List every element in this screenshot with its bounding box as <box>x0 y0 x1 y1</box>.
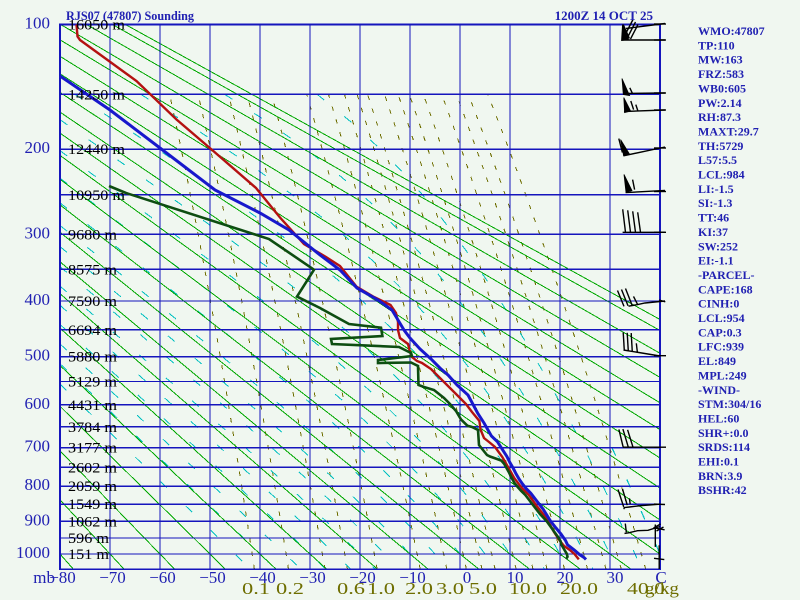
svg-text:BRN:3.9: BRN:3.9 <box>698 469 742 483</box>
svg-text:LCL:954: LCL:954 <box>698 311 745 325</box>
svg-text:PW:2.14: PW:2.14 <box>698 96 742 110</box>
svg-text:1549 m: 1549 m <box>68 497 117 513</box>
svg-text:-PARCEL-: -PARCEL- <box>698 268 754 282</box>
svg-text:200: 200 <box>25 138 51 157</box>
svg-text:MW:163: MW:163 <box>698 53 743 67</box>
svg-text:SRDS:114: SRDS:114 <box>698 440 750 454</box>
svg-text:RH:87.3: RH:87.3 <box>698 110 741 124</box>
svg-text:SHR+:0.0: SHR+:0.0 <box>698 426 749 440</box>
svg-text:−50: −50 <box>199 568 226 587</box>
svg-text:MAXT:29.7: MAXT:29.7 <box>698 124 759 138</box>
svg-text:−20: −20 <box>349 568 376 587</box>
svg-text:16050 m: 16050 m <box>68 18 125 34</box>
svg-text:900: 900 <box>25 510 51 529</box>
svg-text:CINH:0: CINH:0 <box>698 297 739 311</box>
svg-text:−40: −40 <box>249 568 276 587</box>
svg-text:EL:849: EL:849 <box>698 354 736 368</box>
svg-text:EHI:0.1: EHI:0.1 <box>698 455 739 469</box>
svg-text:1200Z 14 OCT 25: 1200Z 14 OCT 25 <box>555 8 654 23</box>
svg-text:20.0: 20.0 <box>560 579 598 598</box>
svg-text:HEL:60: HEL:60 <box>698 411 739 425</box>
svg-text:−10: −10 <box>399 568 426 587</box>
svg-text:-WIND-: -WIND- <box>698 383 740 397</box>
svg-text:MPL:249: MPL:249 <box>698 368 747 382</box>
svg-text:5880 m: 5880 m <box>68 350 117 366</box>
svg-text:0.1: 0.1 <box>242 579 270 598</box>
svg-text:2602 m: 2602 m <box>68 460 117 476</box>
svg-text:700: 700 <box>25 437 51 456</box>
svg-text:30: 30 <box>607 568 624 587</box>
svg-text:RJS07 (47807) Sounding: RJS07 (47807) Sounding <box>66 8 194 23</box>
svg-text:FRZ:583: FRZ:583 <box>698 67 744 81</box>
svg-text:6694 m: 6694 m <box>68 323 117 339</box>
svg-text:40.0: 40.0 <box>627 579 665 598</box>
svg-text:1000: 1000 <box>16 543 50 562</box>
svg-text:g/kg: g/kg <box>645 579 680 598</box>
svg-text:10: 10 <box>507 568 524 587</box>
svg-text:0: 0 <box>463 568 472 587</box>
svg-text:5129 m: 5129 m <box>68 375 117 391</box>
svg-text:LI:-1.5: LI:-1.5 <box>698 182 734 196</box>
svg-text:500: 500 <box>25 346 51 365</box>
svg-text:20: 20 <box>557 568 574 587</box>
svg-text:151 m: 151 m <box>68 547 109 563</box>
svg-text:TT:46: TT:46 <box>698 211 729 225</box>
svg-text:EI:-1.1: EI:-1.1 <box>698 254 734 268</box>
svg-text:1062 m: 1062 m <box>68 514 117 530</box>
svg-text:5.0: 5.0 <box>469 579 497 598</box>
svg-text:LCL:984: LCL:984 <box>698 168 745 182</box>
svg-text:STM:304/16: STM:304/16 <box>698 397 761 411</box>
svg-text:−30: −30 <box>299 568 326 587</box>
svg-text:0.6: 0.6 <box>337 579 365 598</box>
svg-text:WB0:605: WB0:605 <box>698 81 746 95</box>
svg-text:3177 m: 3177 m <box>68 441 117 457</box>
svg-text:C: C <box>655 568 666 587</box>
svg-text:400: 400 <box>25 290 51 309</box>
svg-text:SW:252: SW:252 <box>698 239 738 253</box>
svg-text:12440 m: 12440 m <box>68 142 125 158</box>
svg-text:LFC:939: LFC:939 <box>698 340 744 354</box>
svg-text:596 m: 596 m <box>68 531 109 547</box>
svg-text:WMO:47807: WMO:47807 <box>698 24 765 38</box>
svg-text:KI:37: KI:37 <box>698 225 728 239</box>
svg-text:TH:5729: TH:5729 <box>698 139 743 153</box>
svg-text:CAP:0.3: CAP:0.3 <box>698 325 742 339</box>
svg-text:7590 m: 7590 m <box>68 294 117 310</box>
svg-text:10950 m: 10950 m <box>68 188 125 204</box>
svg-text:−70: −70 <box>99 568 126 587</box>
svg-text:BSHR:42: BSHR:42 <box>698 483 747 497</box>
svg-text:CAPE:168: CAPE:168 <box>698 282 753 296</box>
svg-text:600: 600 <box>25 394 51 413</box>
svg-text:0.2: 0.2 <box>276 579 304 598</box>
svg-text:9680 m: 9680 m <box>68 227 117 243</box>
svg-text:SI:-1.3: SI:-1.3 <box>698 196 732 210</box>
svg-text:8575 m: 8575 m <box>68 262 117 278</box>
svg-text:300: 300 <box>25 223 51 242</box>
svg-text:3.0: 3.0 <box>436 579 464 598</box>
svg-text:TP:110: TP:110 <box>698 38 735 52</box>
svg-text:1.0: 1.0 <box>367 579 395 598</box>
svg-text:800: 800 <box>25 475 51 494</box>
svg-text:−80: −80 <box>49 568 76 587</box>
svg-text:2.0: 2.0 <box>405 579 433 598</box>
svg-text:10.0: 10.0 <box>509 579 547 598</box>
svg-text:4431 m: 4431 m <box>68 398 117 414</box>
svg-text:mb: mb <box>33 568 55 587</box>
svg-text:2059 m: 2059 m <box>68 479 117 495</box>
svg-text:L57:5.5: L57:5.5 <box>698 153 737 167</box>
svg-text:100: 100 <box>25 14 51 33</box>
svg-text:−60: −60 <box>149 568 176 587</box>
svg-text:14250 m: 14250 m <box>68 87 125 103</box>
svg-text:3784 m: 3784 m <box>68 420 117 436</box>
